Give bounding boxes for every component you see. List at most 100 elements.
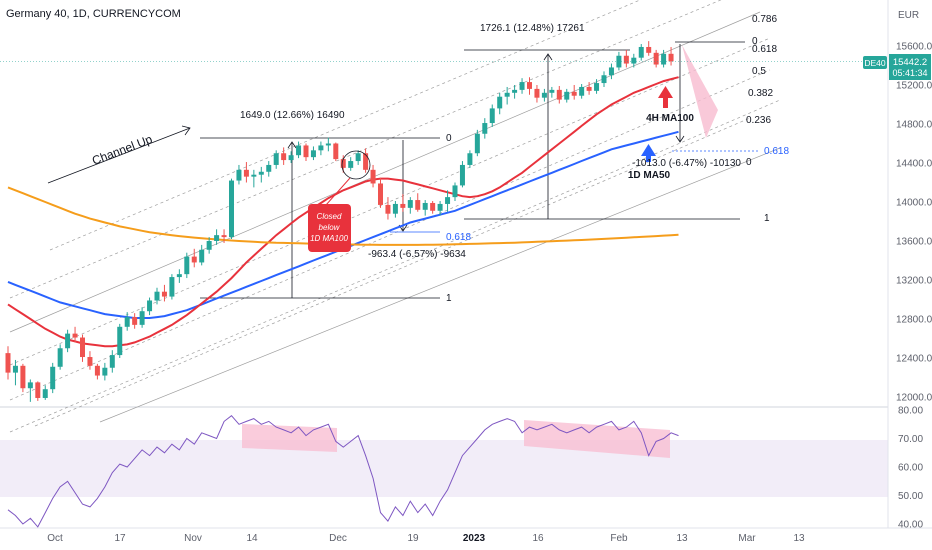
candle-body[interactable]: [527, 82, 532, 89]
candle-body[interactable]: [482, 123, 488, 134]
candle-body[interactable]: [87, 357, 93, 366]
candle-body[interactable]: [549, 89, 555, 93]
candlesticks[interactable]: [0, 41, 888, 402]
candle-body[interactable]: [191, 256, 197, 263]
candle-body[interactable]: [214, 235, 220, 241]
candle-body[interactable]: [243, 169, 249, 177]
candle-body[interactable]: [519, 82, 525, 90]
rsi-axis[interactable]: 40.00 50.00 60.00 70.00 80.00: [898, 406, 923, 531]
candle-body[interactable]: [467, 153, 473, 165]
candle-body[interactable]: [370, 169, 376, 184]
candle-body[interactable]: [258, 171, 264, 175]
candle-body[interactable]: [139, 311, 145, 325]
candle-body[interactable]: [124, 317, 130, 327]
highlight-circle[interactable]: [341, 150, 371, 180]
candle-body[interactable]: [20, 365, 26, 389]
candle-body[interactable]: [556, 89, 562, 100]
candle-body[interactable]: [541, 92, 547, 98]
candle-body[interactable]: [653, 52, 659, 65]
fib-lines-left[interactable]: [200, 137, 440, 299]
candle-body[interactable]: [579, 86, 585, 96]
candle-body[interactable]: [534, 88, 540, 98]
candle-body[interactable]: [631, 57, 637, 64]
candle-body[interactable]: [184, 256, 190, 275]
candle-body[interactable]: [571, 91, 577, 96]
candle-body[interactable]: [94, 365, 100, 376]
candle-body[interactable]: [102, 367, 108, 376]
candle-body[interactable]: [668, 53, 674, 62]
candle-body[interactable]: [422, 202, 428, 210]
candle-body[interactable]: [273, 153, 279, 165]
candle-body[interactable]: [363, 153, 369, 170]
candle-body[interactable]: [638, 46, 644, 58]
candle-body[interactable]: [27, 382, 33, 389]
price-panel[interactable]: [0, 0, 888, 406]
candle-body[interactable]: [400, 203, 406, 208]
candle-body[interactable]: [147, 300, 153, 312]
price-axis[interactable]: 12000.00 12400.00 12800.00 13200.00 13600.00…: [896, 42, 932, 404]
projection-triangle[interactable]: [682, 45, 718, 138]
candle-body[interactable]: [296, 145, 302, 156]
candle-body[interactable]: [459, 164, 465, 186]
candle-body[interactable]: [564, 91, 570, 100]
candle-body[interactable]: [608, 67, 614, 76]
candle-body[interactable]: [355, 153, 361, 162]
candle-body[interactable]: [206, 241, 212, 250]
rsi-panel[interactable]: [7, 415, 679, 528]
closed-below-callout[interactable]: Closed below 1D MA100: [308, 177, 351, 252]
candle-body[interactable]: [437, 203, 443, 211]
candle-body[interactable]: [594, 83, 600, 91]
candle-body[interactable]: [229, 180, 234, 238]
candle-body[interactable]: [221, 235, 227, 238]
candle-body[interactable]: [407, 200, 413, 208]
candle-body[interactable]: [310, 150, 316, 158]
candle-body[interactable]: [392, 203, 398, 214]
candle-body[interactable]: [57, 348, 63, 367]
candle-body[interactable]: [348, 161, 354, 168]
candle-body[interactable]: [161, 291, 167, 297]
candle-body[interactable]: [288, 155, 294, 161]
candle-body[interactable]: [504, 92, 510, 97]
candle-body[interactable]: [318, 145, 324, 151]
candle-body[interactable]: [281, 153, 287, 161]
candle-body[interactable]: [109, 355, 115, 368]
candle-body[interactable]: [154, 291, 160, 301]
rsi-divergence[interactable]: [242, 420, 670, 458]
candle-body[interactable]: [474, 133, 480, 154]
candle-body[interactable]: [199, 249, 205, 263]
candle-body[interactable]: [12, 365, 18, 373]
ma-1d50-marker[interactable]: 1D MA50: [628, 144, 671, 181]
candle-body[interactable]: [266, 164, 272, 172]
candle-body[interactable]: [385, 204, 391, 214]
rsi-line[interactable]: [7, 415, 679, 528]
candle-body[interactable]: [132, 317, 138, 325]
candle-body[interactable]: [661, 53, 667, 65]
candle-body[interactable]: [35, 382, 41, 398]
candle-body[interactable]: [176, 274, 182, 278]
candle-body[interactable]: [117, 326, 123, 356]
candle-body[interactable]: [236, 169, 242, 181]
candle-body[interactable]: [340, 159, 346, 168]
candle-body[interactable]: [333, 143, 339, 160]
candle-body[interactable]: [72, 333, 78, 338]
candle-body[interactable]: [601, 75, 607, 84]
candle-body[interactable]: [430, 202, 436, 211]
candle-body[interactable]: [445, 197, 451, 204]
candle-body[interactable]: [251, 174, 257, 177]
candle-body[interactable]: [325, 143, 331, 146]
candle-body[interactable]: [303, 145, 309, 158]
time-axis[interactable]: Oct 17 Nov 14 Dec 19 2023 16 Feb 13 Mar 13: [47, 533, 805, 544]
candle-body[interactable]: [65, 333, 71, 349]
candle-body[interactable]: [489, 108, 495, 124]
candle-body[interactable]: [623, 55, 629, 64]
candle-body[interactable]: [586, 86, 592, 91]
candle-body[interactable]: [378, 183, 383, 205]
candle-body[interactable]: [169, 277, 175, 297]
candle-body[interactable]: [50, 366, 56, 390]
price-badge[interactable]: DE40 15442.2 05:41:34: [863, 54, 931, 80]
candle-body[interactable]: [5, 353, 11, 373]
fib-lines-right[interactable]: [464, 41, 760, 220]
candle-body[interactable]: [512, 89, 518, 93]
candle-body[interactable]: [80, 337, 85, 358]
